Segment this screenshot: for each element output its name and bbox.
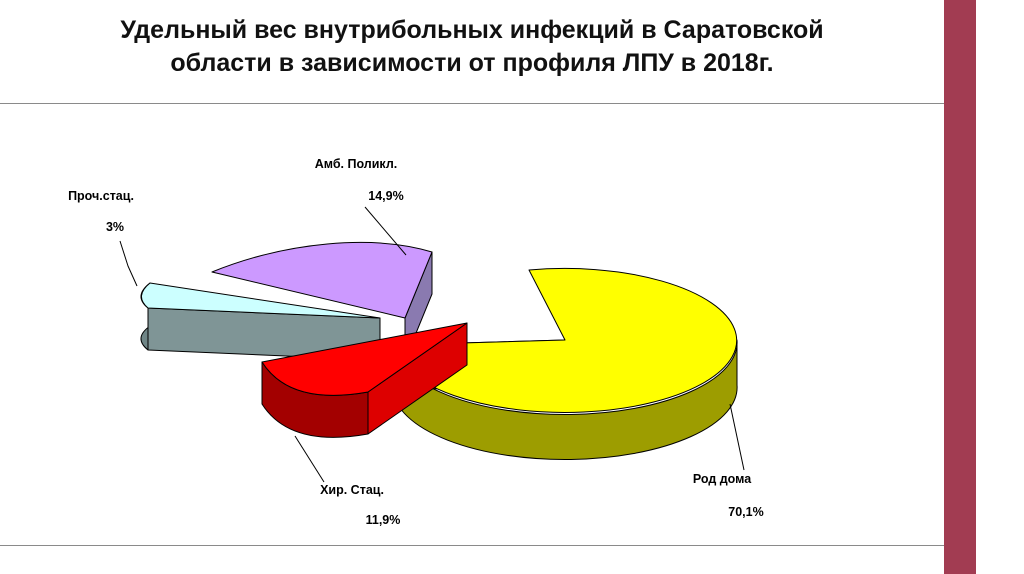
pie-slice-amb-polikl [211,242,433,361]
leader-line-proch-stac [119,240,138,287]
leader-line-amb-polikl [364,206,407,256]
label-rod-doma: Род дома [692,472,752,486]
pie-slice-rod-doma-top [392,267,738,413]
title-divider [0,103,944,104]
leader-line-rod-doma [729,403,745,471]
title-block: Удельный вес внутрибольных инфекций в Са… [0,0,944,80]
value-amb-polikl: 14,9% [368,189,404,203]
label-amb-polikl: Амб. Поликл. [314,157,398,171]
pie-slice-hir-stac-top [261,322,468,396]
label-hir-stac: Хир. Стац. [320,483,384,497]
page-title: Удельный вес внутрибольных инфекций в Са… [120,16,824,77]
value-proch-stac: 3% [105,220,125,234]
accent-bar [944,0,976,574]
pie-slice-rod-doma-rim [392,339,738,461]
footer-divider [0,545,944,546]
pie-slice-proch-stac [140,282,381,361]
value-rod-doma: 70,1% [728,505,764,519]
label-proch-stac: Проч.стац. [68,189,134,203]
pie-slice-hir-stac [261,322,468,438]
pie-slice-amb-polikl-top [211,242,433,319]
value-hir-stac: 11,9% [365,513,401,527]
leader-line-hir-stac [294,435,325,483]
pie-slice-proch-stac-top [141,282,381,319]
